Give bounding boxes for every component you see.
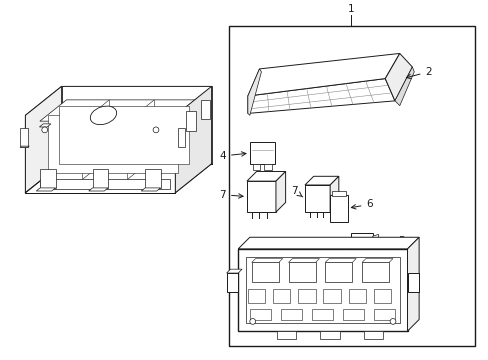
Bar (323, 289, 340, 303)
Bar (288, 262, 315, 282)
Bar (251, 262, 278, 282)
Polygon shape (407, 237, 418, 331)
Polygon shape (226, 269, 242, 273)
Bar (264, 164, 271, 170)
Polygon shape (61, 86, 211, 164)
Polygon shape (40, 168, 56, 188)
Polygon shape (25, 115, 175, 193)
Circle shape (249, 319, 255, 324)
Bar (342, 309, 363, 320)
Polygon shape (82, 100, 109, 179)
Polygon shape (175, 86, 211, 193)
Bar (373, 309, 394, 320)
Bar (363, 331, 383, 339)
Polygon shape (246, 181, 275, 212)
Polygon shape (238, 237, 418, 249)
Bar (249, 309, 270, 320)
Polygon shape (186, 112, 196, 131)
Polygon shape (238, 249, 407, 331)
Polygon shape (407, 273, 418, 292)
Polygon shape (200, 100, 210, 119)
Bar (361, 262, 388, 282)
Polygon shape (40, 100, 197, 121)
Bar (329, 195, 347, 222)
Polygon shape (247, 69, 261, 115)
Bar (348, 289, 365, 303)
Text: 7: 7 (290, 186, 302, 197)
Polygon shape (226, 273, 238, 292)
Circle shape (389, 319, 395, 324)
Bar (311, 309, 332, 320)
Bar (252, 164, 260, 170)
Polygon shape (394, 67, 413, 106)
Circle shape (42, 127, 47, 133)
Ellipse shape (90, 106, 117, 125)
Polygon shape (275, 171, 285, 212)
Polygon shape (25, 86, 211, 115)
Bar (373, 289, 390, 303)
Bar (276, 331, 296, 339)
Polygon shape (40, 179, 170, 189)
Polygon shape (48, 115, 178, 173)
Polygon shape (288, 258, 319, 262)
Text: 7: 7 (219, 190, 243, 200)
Polygon shape (305, 185, 329, 212)
Text: 4: 4 (219, 151, 245, 161)
Polygon shape (251, 258, 282, 262)
Bar (228, 26, 474, 346)
Bar (298, 289, 315, 303)
Polygon shape (25, 86, 61, 193)
Bar (249, 143, 274, 164)
Text: 5: 5 (376, 236, 404, 246)
Bar (245, 257, 399, 323)
Polygon shape (36, 188, 56, 191)
Polygon shape (385, 53, 411, 101)
Polygon shape (88, 188, 108, 191)
Bar (325, 262, 352, 282)
Bar (247, 289, 265, 303)
Polygon shape (305, 176, 338, 185)
Polygon shape (145, 168, 160, 188)
Polygon shape (20, 146, 29, 147)
Bar (320, 331, 339, 339)
Polygon shape (247, 53, 399, 96)
Polygon shape (372, 234, 378, 245)
Polygon shape (20, 128, 28, 147)
Text: 3: 3 (144, 165, 173, 182)
Bar (331, 191, 345, 195)
Text: 6: 6 (350, 199, 372, 210)
Polygon shape (141, 188, 160, 191)
Polygon shape (361, 258, 392, 262)
Polygon shape (246, 171, 285, 181)
Bar (351, 233, 372, 249)
Polygon shape (325, 258, 356, 262)
Text: 1: 1 (347, 4, 354, 14)
Polygon shape (329, 176, 338, 212)
Polygon shape (127, 100, 154, 179)
Circle shape (153, 127, 159, 133)
Polygon shape (177, 128, 185, 147)
Text: 2: 2 (406, 67, 431, 78)
Polygon shape (40, 124, 51, 127)
Polygon shape (247, 78, 394, 113)
Bar (272, 289, 290, 303)
Polygon shape (92, 168, 108, 188)
Bar (280, 309, 302, 320)
Polygon shape (59, 106, 189, 164)
